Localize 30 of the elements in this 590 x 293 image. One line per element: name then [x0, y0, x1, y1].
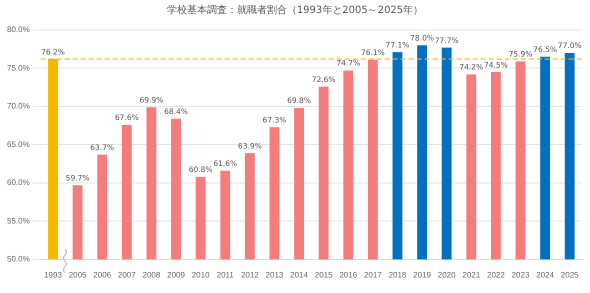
y-tick-label: 65.0%: [6, 140, 30, 149]
y-tick-label: 55.0%: [6, 216, 30, 226]
x-tick-label: 2011: [216, 270, 234, 280]
x-tick-label: 2015: [314, 270, 334, 280]
x-tick-label: 2017: [364, 270, 382, 280]
x-tick-label: 2024: [536, 270, 555, 280]
x-tick-label: 1993: [44, 270, 62, 280]
x-tick-label: 2009: [167, 270, 186, 280]
x-tick-label: 2007: [118, 270, 136, 280]
y-tick-label: 60.0%: [6, 178, 30, 188]
x-tick-label: 2012: [240, 270, 260, 280]
y-tick-label: 80.0%: [6, 25, 30, 34]
x-tick-label: 2016: [339, 270, 358, 280]
y-tick-label: 70.0%: [6, 102, 30, 111]
y-tick-label: 50.0%: [6, 254, 30, 264]
x-tick-label: 2010: [192, 270, 210, 280]
x-tick-label: 2013: [266, 270, 284, 280]
x-tick-label: 2014: [290, 270, 308, 280]
y-tick-label: 75.0%: [6, 63, 30, 72]
x-tick-label: 2006: [93, 270, 112, 280]
x-tick-label: 2023: [512, 270, 530, 280]
x-tick-label: 2021: [462, 270, 481, 280]
x-tick-label: 2018: [388, 270, 407, 280]
x-tick-label: 2019: [413, 270, 432, 280]
chart-title: 学校基本調査：就職者割合（1993年と2005～2025年）: [166, 4, 424, 17]
x-tick-label: 2022: [486, 270, 506, 280]
x-tick-label: 2025: [560, 270, 580, 280]
x-tick-label: 2005: [68, 270, 88, 280]
x-tick-label: 2008: [142, 270, 161, 280]
x-tick-label: 2020: [438, 270, 456, 280]
